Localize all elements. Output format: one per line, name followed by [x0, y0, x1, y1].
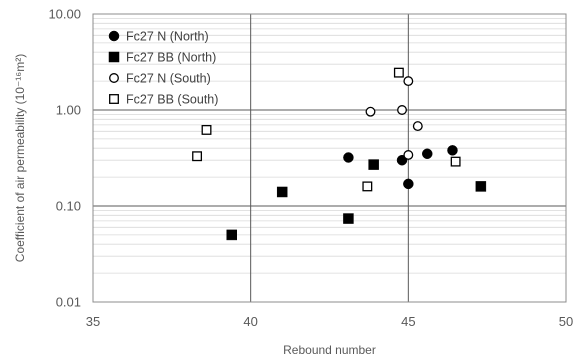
data-point-series-2	[403, 76, 414, 87]
y-axis-label: Coefficient of air permeability (10⁻¹⁶m²…	[13, 54, 27, 262]
data-markers	[192, 67, 487, 241]
x-tick-label: 40	[243, 314, 257, 329]
data-point-series-0	[447, 145, 458, 156]
legend-marker	[109, 94, 119, 104]
data-point-series-0	[343, 152, 354, 163]
legend-label: Fc27 BB (North)	[126, 51, 216, 65]
data-point-series-3	[393, 67, 404, 78]
legend-label: Fc27 N (North)	[126, 30, 209, 44]
legend: Fc27 N (North) Fc27 BB (North) Fc27 N (Sou…	[108, 30, 218, 107]
x-tick-label: 50	[559, 314, 573, 329]
y-tick-label: 1.00	[56, 103, 81, 118]
data-point-series-1	[475, 181, 487, 192]
x-axis-tick-labels: 35 40 45 50	[86, 314, 573, 329]
legend-marker	[108, 51, 120, 63]
minor-gridlines	[93, 17, 566, 274]
data-point-series-2	[365, 106, 376, 117]
y-axis-tick-labels: 0.01 0.10 1.00 10.00	[48, 7, 81, 310]
y-tick-label: 0.10	[56, 199, 81, 214]
data-point-series-3	[362, 181, 373, 192]
plot-area-border	[92, 13, 567, 303]
legend-marker	[109, 73, 119, 83]
data-point-series-1	[343, 213, 354, 224]
data-point-series-3	[201, 124, 212, 135]
x-axis-label: Rebound number	[283, 343, 376, 357]
data-point-series-1	[368, 159, 379, 170]
data-point-series-1	[226, 229, 237, 241]
y-tick-label: 10.00	[48, 7, 81, 22]
data-point-series-2	[412, 121, 423, 132]
x-tick-label: 45	[401, 314, 415, 329]
data-point-series-3	[450, 156, 461, 167]
legend-label: Fc27 N (South)	[126, 72, 211, 86]
data-point-series-2	[397, 105, 407, 115]
legend-marker	[108, 30, 120, 42]
data-point-series-1	[276, 186, 288, 198]
data-point-series-0	[403, 178, 414, 190]
x-tick-label: 35	[86, 314, 100, 329]
data-point-series-0	[422, 148, 433, 160]
y-tick-label: 0.01	[56, 295, 81, 310]
data-point-series-3	[192, 151, 203, 162]
data-point-series-2	[403, 150, 414, 160]
legend-label: Fc27 BB (South)	[126, 93, 218, 107]
